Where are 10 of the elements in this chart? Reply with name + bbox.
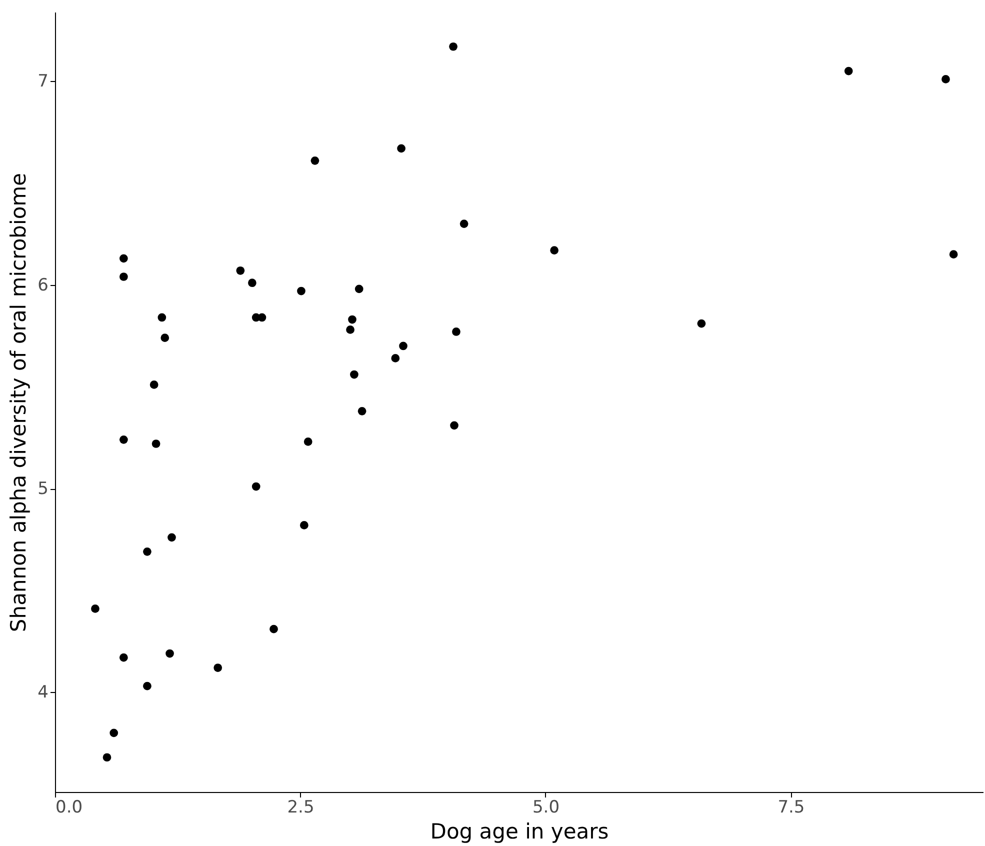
y-tick-label: 4 (38, 682, 48, 703)
x-tick-label: 5.0 (532, 798, 560, 818)
y-tick-label: 6 (38, 275, 48, 296)
y-tick-label: 7 (38, 72, 48, 92)
y-tick-label: 5 (38, 479, 48, 500)
x-tick-label: 2.5 (287, 798, 314, 818)
x-axis-title: Dog age in years (430, 820, 609, 844)
y-axis-title: Shannon alpha diversity of oral microbiome (6, 172, 31, 632)
x-tick-label: 0.0 (56, 798, 83, 818)
x-tick-label: 7.5 (778, 798, 805, 818)
